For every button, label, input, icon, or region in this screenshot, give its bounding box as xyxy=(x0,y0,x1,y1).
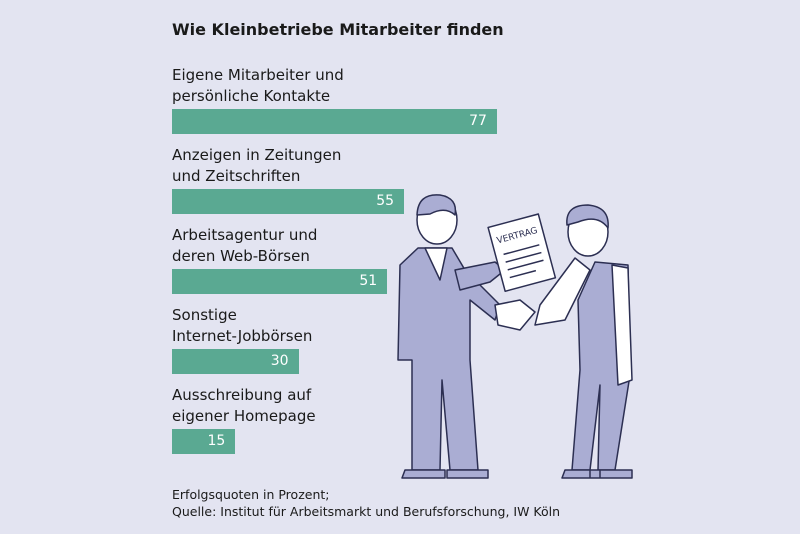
bar: 55 xyxy=(172,189,405,214)
bar: 77 xyxy=(172,109,497,134)
category-label: Anzeigen in Zeitungen und Zeitschriften xyxy=(172,146,342,185)
bar: 30 xyxy=(172,349,299,374)
chart-title: Wie Kleinbetriebe Mitarbeiter finden xyxy=(172,20,504,39)
category-label: Eigene Mitarbeiter und persönliche Konta… xyxy=(172,66,344,105)
category-label: Ausschreibung auf eigener Homepage xyxy=(172,386,316,425)
value-label: 51 xyxy=(359,273,378,289)
value-label: 77 xyxy=(469,113,487,129)
value-label: 55 xyxy=(376,193,395,209)
bar: 51 xyxy=(172,269,388,294)
category-label: Sonstige Internet-Jobbörsen xyxy=(172,306,313,345)
category-label: Arbeitsagentur und deren Web-Börsen xyxy=(172,226,318,265)
value-label: 15 xyxy=(207,433,226,449)
source: Quelle: Institut für Arbeitsmarkt und Be… xyxy=(172,504,561,519)
bar: 15 xyxy=(172,429,236,454)
value-label: 30 xyxy=(270,353,289,369)
note: Erfolgsquoten in Prozent; xyxy=(172,487,330,502)
